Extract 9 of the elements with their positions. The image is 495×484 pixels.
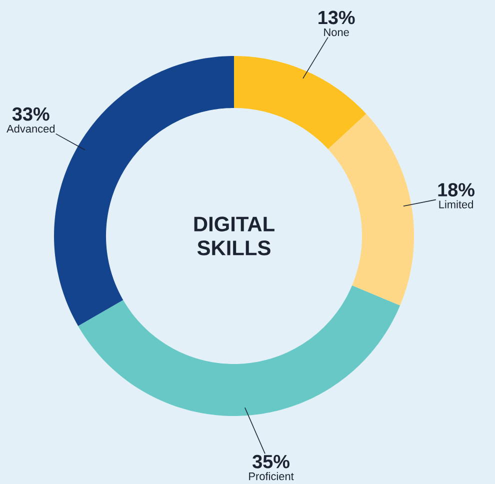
slice-label: Proficient [249, 472, 294, 480]
text: DIGITAL SKILLS [194, 216, 274, 256]
slice-label: Limited [439, 200, 473, 208]
slice-label: None [324, 28, 349, 36]
slice-label: Advanced [6, 124, 55, 133]
data-label: 35% [252, 454, 290, 468]
data-label: 18% [438, 183, 474, 196]
data-label: 33% [12, 107, 50, 121]
data-label: 13% [318, 10, 355, 24]
